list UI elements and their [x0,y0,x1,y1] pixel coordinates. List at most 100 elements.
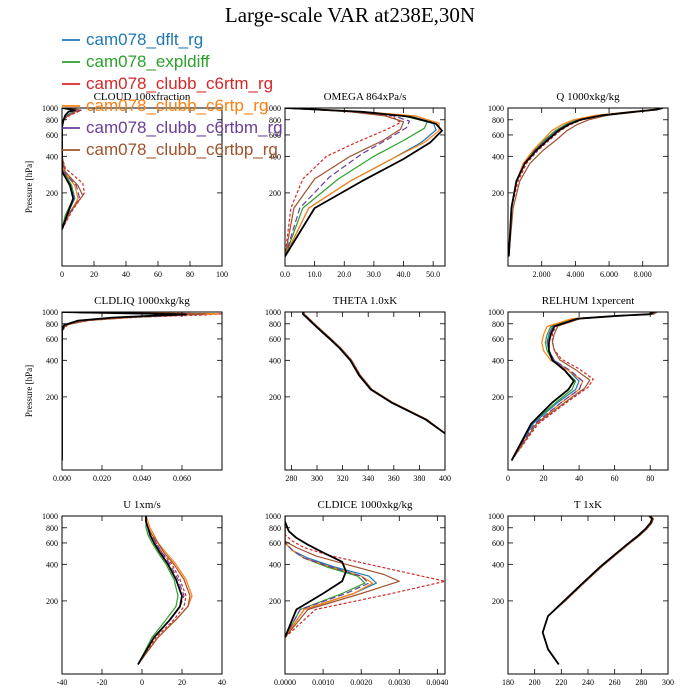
y-tick-label: 800 [46,524,58,533]
series-line [508,108,664,257]
series-line [62,108,86,230]
series-group [510,312,658,461]
legend-label: cam078_clubb_c6rtp_rg [86,96,268,115]
x-tick-label: 60 [611,474,619,483]
y-tick-label: 400 [46,152,58,161]
series-line [542,516,654,665]
panel-3: CLDLIQ 1000xkg/kg 0.000 0.020 0.040 0.060 200… [24,295,223,483]
plot-frame [507,107,669,267]
series-line [62,312,203,461]
x-tick-label: 180 [502,678,514,687]
series-line [137,516,187,665]
panel-6: U 1xm/s -40 -20 0 20 40 200 400 600 800 1000 [42,499,226,687]
series-line [285,516,366,638]
x-tick-label: 8.000 [634,270,652,279]
series-line [508,108,664,257]
series-line [511,312,658,461]
y-tick-label: 800 [269,524,281,533]
x-tick-label: 360 [388,474,400,483]
series-line [137,516,183,665]
panel-title: U 1xm/s [123,499,161,511]
x-tick-label: 30.0 [367,270,381,279]
y-tick-label: 1000 [488,512,504,521]
panel-4: THETA 1.0xK 280 300 320 340 360 380 400 200 400 60… [265,295,451,483]
legend: cam078_dflt_rg cam078_expldiff cam078_club… [62,30,283,159]
legend-entry: cam078_clubb_c6rtbm_rg [62,118,283,137]
y-tick-label: 600 [492,335,504,344]
series-group [62,312,222,461]
y-tick-label: 1000 [265,104,281,113]
panel-7: CLDICE 1000xkg/kg 0.0000 0.0010 0.0020 0.003… [265,499,448,687]
x-tick-label: 20 [540,474,548,483]
x-tick-label: 80 [186,270,194,279]
x-tick-label: 20 [178,678,186,687]
y-tick-label: 400 [46,560,58,569]
series-group [62,108,86,230]
y-tick-label: 1000 [488,308,504,317]
y-tick-label: 800 [269,320,281,329]
x-tick-label: -20 [97,678,108,687]
series-line [508,108,664,257]
panel-1: OMEGA 864xPa/s 0.0 10.0 20.0 30.0 40.0 50.0 200… [265,91,446,279]
y-tick-label: 200 [492,597,504,606]
series-line [62,312,199,461]
x-tick-label: 0.000 [53,474,71,483]
series-line [510,312,655,461]
series-line [137,516,179,665]
plot-frame [507,515,669,675]
series-line [511,312,655,461]
series-line [285,108,440,257]
series-line [302,312,445,434]
panel-title: THETA 1.0xK [333,295,398,307]
series-line [62,312,193,461]
x-tick-label: 100 [216,270,228,279]
y-tick-label: 800 [492,116,504,125]
plot-frame [284,311,446,471]
series-group [285,108,443,257]
panel-title: OMEGA 864xPa/s [324,91,407,103]
x-tick-label: -40 [57,678,68,687]
y-tick-label: 200 [492,189,504,198]
series-line [285,108,410,257]
series-line [303,312,445,434]
series-line [511,312,656,461]
panel-title: CLDICE 1000xkg/kg [317,499,413,511]
y-tick-label: 800 [46,320,58,329]
y-tick-label: 200 [492,393,504,402]
panel-title: RELHUM 1xpercent [542,295,635,307]
x-tick-label: 320 [337,474,349,483]
series-line [508,108,662,257]
series-line [285,521,347,638]
legend-entry: cam078_clubb_c6rtm_rg [62,74,273,93]
x-tick-label: 0 [506,474,510,483]
y-tick-label: 400 [492,152,504,161]
panel-title: T 1xK [574,499,602,511]
y-tick-label: 1000 [42,308,58,317]
series-line [301,312,445,435]
x-tick-label: 380 [413,474,425,483]
y-axis-label: Pressure [hPa] [24,365,34,417]
series-line [285,108,402,257]
x-tick-label: 0 [140,678,144,687]
x-tick-label: 0.040 [133,474,151,483]
series-line [511,312,658,461]
series-line [508,108,662,257]
y-tick-label: 800 [492,524,504,533]
x-tick-label: 260 [609,678,621,687]
x-tick-label: 0.060 [173,474,191,483]
series-line [285,516,400,638]
series-line [285,108,443,257]
y-tick-label: 200 [269,189,281,198]
series-line [302,312,445,434]
y-tick-label: 200 [269,597,281,606]
series-line [62,312,219,461]
x-tick-label: 40.0 [397,270,411,279]
x-tick-label: 20 [90,270,98,279]
x-tick-label: 0.0020 [350,678,372,687]
panel-0: CLOUD 100xfraction 0 20 40 60 80 100 200 400 600 8… [24,91,228,279]
y-tick-label: 400 [269,560,281,569]
plot-frame [507,311,669,471]
panel-title: CLDLIQ 1000xkg/kg [94,295,190,307]
x-tick-label: 0.0010 [312,678,334,687]
series-group [541,516,654,665]
